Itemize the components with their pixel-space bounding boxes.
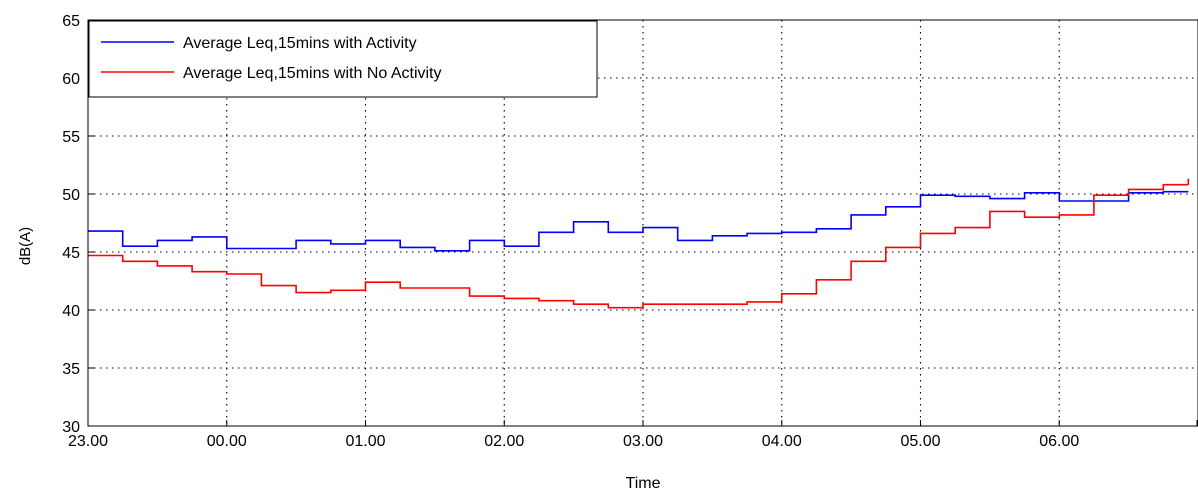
x-tick-label: 04.00 [762,433,802,450]
y-tick-label: 40 [62,303,80,320]
series-line-2 [88,183,1189,309]
x-tick-label: 03.00 [623,433,663,450]
y-tick-label: 45 [62,245,80,262]
y-tick-label: 65 [62,13,80,30]
series-layer [88,178,1190,309]
x-tick-label: 05.00 [900,433,940,450]
legend: Average Leq,15mins with Activity Average … [88,20,598,98]
legend-label-2: Average Leq,15mins with No Activity [183,65,442,82]
x-tick-label: 01.00 [345,433,385,450]
y-tick-label: 60 [62,71,80,88]
grid-lines [88,20,1198,426]
legend-box [88,20,598,98]
x-tick-label: 06.00 [1039,433,1079,450]
y-axis-label: dB(A) [17,227,34,265]
x-tick-label: 23.00 [68,433,108,450]
legend-label-1: Average Leq,15mins with Activity [183,35,417,52]
x-tick-label: 02.00 [484,433,524,450]
y-tick-label: 35 [62,361,80,378]
series-line-1 [88,190,1189,252]
x-axis-label: Time [626,475,661,492]
x-tick-label: 00.00 [207,433,247,450]
y-tick-label: 30 [62,419,80,436]
axis-ticks: 30 35 40 45 50 55 60 65 23.00 00.00 01.00 02.00 03.0… [62,13,1198,450]
y-tick-label: 50 [62,187,80,204]
y-tick-label: 55 [62,129,80,146]
